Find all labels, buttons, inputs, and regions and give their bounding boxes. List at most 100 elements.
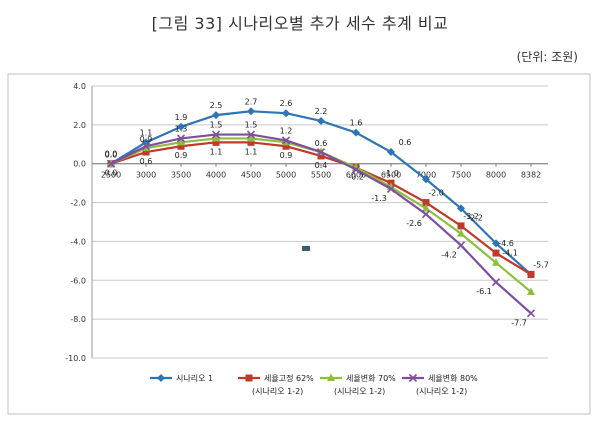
data-label: 2.7 — [245, 97, 258, 106]
series-point — [457, 229, 465, 237]
series-point — [247, 107, 255, 116]
series-point — [457, 222, 465, 230]
series-point — [247, 133, 255, 142]
x-tick-label: 3500 — [171, 171, 191, 180]
chart-frame — [7, 73, 591, 415]
series-point — [492, 249, 500, 257]
series-point — [177, 122, 185, 131]
data-label: 0.0 — [105, 150, 118, 159]
data-label: 1.1 — [245, 147, 258, 156]
series-point — [352, 128, 360, 137]
x-tick-label: 6500 — [381, 171, 401, 180]
data-label: 1.1 — [140, 128, 153, 137]
data-label: 1.5 — [210, 121, 223, 130]
y-tick-label: -2.0 — [70, 199, 86, 208]
series-point — [177, 142, 185, 150]
data-label: 0.9 — [280, 151, 293, 160]
data-label: 1.5 — [245, 121, 258, 130]
x-tick-label: 6000 — [346, 171, 366, 180]
legend-label: 세율고정 62% — [264, 373, 314, 383]
x-tick-label: 7500 — [451, 171, 471, 180]
data-label: -1.0 — [383, 169, 399, 178]
data-label: 0.4 — [315, 161, 328, 170]
legend-glyph — [302, 246, 310, 251]
data-label: 0.9 — [140, 135, 153, 144]
series-point — [422, 175, 430, 184]
y-tick-label: 4.0 — [73, 82, 86, 91]
y-tick-label: -4.0 — [70, 237, 86, 246]
x-tick-label: 3000 — [136, 171, 156, 180]
x-tick-label: 8382 — [521, 171, 541, 180]
data-label: 1.1 — [210, 147, 223, 156]
series-point — [457, 204, 465, 213]
series-point — [422, 203, 430, 212]
series-point — [456, 241, 466, 250]
series-point — [142, 148, 150, 156]
x-tick-label: 5500 — [311, 171, 331, 180]
series-point — [422, 199, 430, 207]
y-tick-label: -8.0 — [70, 315, 86, 324]
data-label: 1.2 — [280, 126, 293, 135]
data-label: -2.2 — [467, 213, 483, 222]
legend-label: 세율변화 70% — [346, 373, 396, 383]
series-point — [141, 142, 151, 151]
data-label: 2.6 — [280, 99, 293, 108]
y-tick-label: 0.0 — [73, 160, 86, 169]
data-label: -3.2 — [463, 212, 479, 221]
x-tick-label: 2500 — [101, 171, 121, 180]
series-point — [316, 147, 326, 157]
series-point — [212, 138, 220, 146]
series-point — [526, 309, 536, 318]
data-label: 0.0 — [105, 151, 118, 160]
y-tick-label: -10.0 — [65, 354, 86, 363]
series-point — [282, 109, 290, 118]
data-label: -0.2 — [348, 173, 364, 182]
data-label: 1.3 — [175, 124, 188, 133]
legend-marker — [245, 374, 253, 382]
y-tick-label: 2.0 — [73, 121, 86, 130]
series-point — [492, 239, 500, 248]
data-label: -7.7 — [511, 318, 527, 327]
legend-sublabel: (시나리오 1-2) — [334, 387, 385, 396]
series-point — [211, 130, 221, 139]
series-point — [212, 111, 220, 120]
series-point — [247, 138, 255, 146]
y-tick-label: -6.0 — [70, 276, 86, 285]
legend-sublabel: (시나리오 1-2) — [416, 387, 467, 396]
series-point — [281, 136, 291, 145]
series-point — [212, 133, 220, 142]
data-label: 0.6 — [399, 138, 412, 147]
x-tick-label: 4500 — [241, 171, 261, 180]
data-label: 0.6 — [140, 157, 153, 166]
series-point — [246, 130, 256, 139]
legend-label: 세율변화 80% — [428, 373, 478, 383]
data-label: -6.1 — [476, 287, 492, 296]
x-tick-label: 7000 — [416, 171, 436, 180]
data-label: 0.0 — [105, 169, 118, 178]
legend-sublabel: (시나리오 1-2) — [252, 387, 303, 396]
series-point — [527, 270, 535, 278]
series-point — [421, 210, 431, 219]
x-tick-label: 8000 — [486, 171, 506, 180]
data-label: -4.6 — [498, 239, 514, 248]
series-point — [106, 159, 116, 168]
data-label: 2.5 — [210, 101, 223, 110]
series-point — [492, 258, 500, 266]
series-point — [317, 116, 325, 125]
unit-label: (단위: 조원) — [516, 50, 578, 64]
series-line — [110, 110, 532, 276]
data-label: 0.6 — [315, 139, 328, 148]
legend-marker — [327, 373, 335, 381]
series-point — [351, 165, 361, 174]
legend-marker — [157, 374, 165, 382]
data-label: 1.6 — [350, 119, 363, 128]
x-tick-label: 4000 — [206, 171, 226, 180]
series-point — [387, 148, 395, 157]
data-label: 1.9 — [175, 113, 188, 122]
series-point — [177, 137, 185, 146]
series-point — [176, 134, 186, 143]
x-tick-label: 5000 — [276, 171, 296, 180]
series-point — [282, 142, 290, 150]
series-point — [491, 278, 501, 287]
